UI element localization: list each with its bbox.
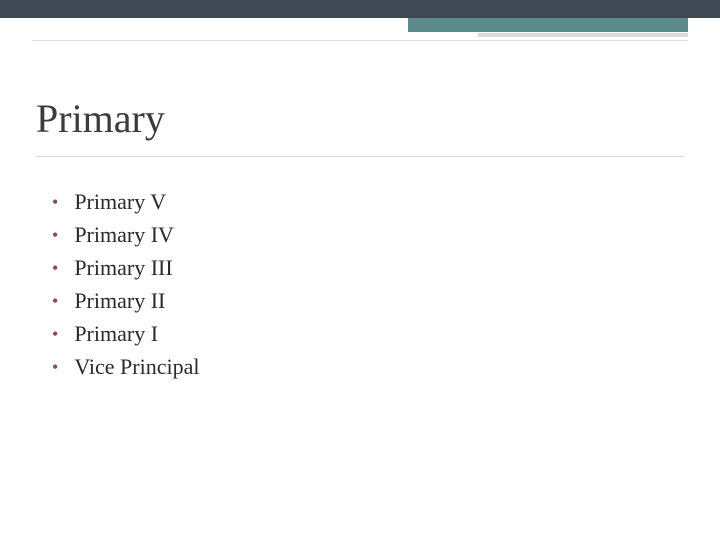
slide-content: Primary • Primary V • Primary IV • Prima… bbox=[36, 95, 684, 383]
list-item-label: Primary III bbox=[74, 251, 172, 284]
list-item-label: Vice Principal bbox=[74, 350, 199, 383]
accent-bars bbox=[408, 18, 688, 37]
accent-bar-teal bbox=[408, 18, 688, 32]
bullet-icon: • bbox=[52, 193, 58, 211]
list-item: • Primary II bbox=[52, 284, 684, 317]
list-item: • Primary I bbox=[52, 317, 684, 350]
primary-list: • Primary V • Primary IV • Primary III •… bbox=[36, 185, 684, 383]
top-decorative-bar bbox=[0, 0, 720, 18]
bullet-icon: • bbox=[52, 226, 58, 244]
bullet-icon: • bbox=[52, 358, 58, 376]
header-underline bbox=[32, 40, 688, 41]
list-item-label: Primary IV bbox=[74, 218, 174, 251]
list-item: • Vice Principal bbox=[52, 350, 684, 383]
bullet-icon: • bbox=[52, 259, 58, 277]
slide-title: Primary bbox=[36, 95, 684, 142]
list-item-label: Primary V bbox=[74, 185, 166, 218]
list-item-label: Primary II bbox=[74, 284, 165, 317]
list-item: • Primary V bbox=[52, 185, 684, 218]
bullet-icon: • bbox=[52, 292, 58, 310]
accent-bar-light bbox=[478, 33, 688, 37]
list-item: • Primary IV bbox=[52, 218, 684, 251]
list-item-label: Primary I bbox=[74, 317, 158, 350]
title-underline bbox=[36, 156, 684, 157]
list-item: • Primary III bbox=[52, 251, 684, 284]
bullet-icon: • bbox=[52, 325, 58, 343]
